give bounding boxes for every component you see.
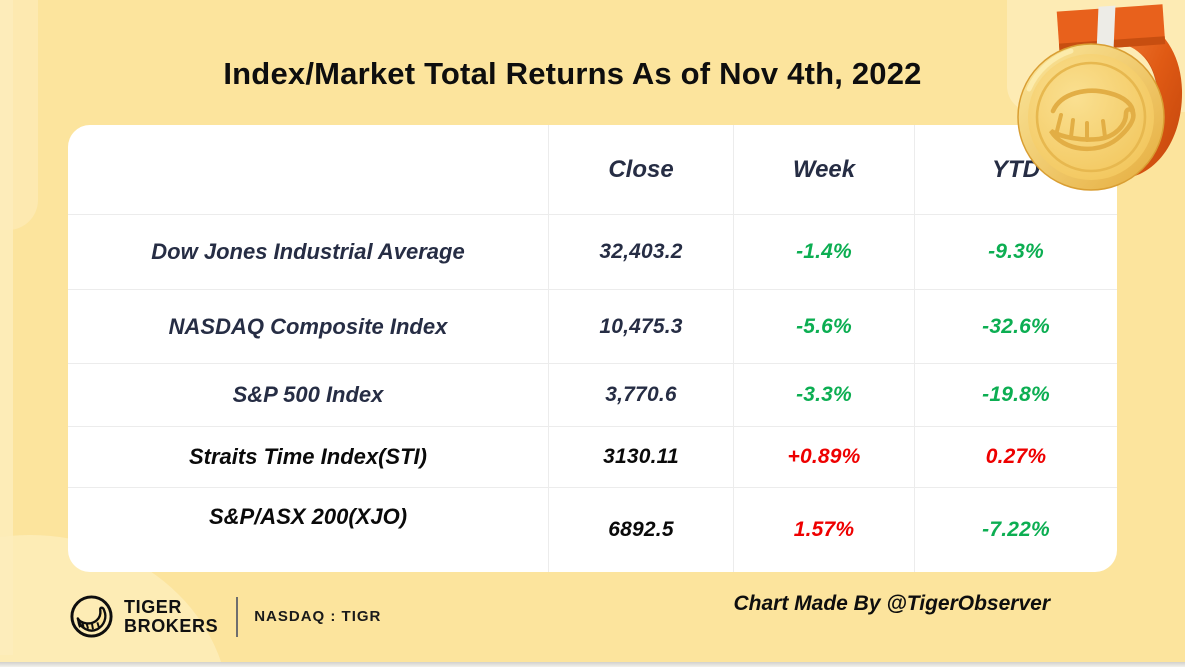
row-label-text: S&P/ASX 200(XJO) <box>208 504 408 529</box>
ytd-value: -9.3% <box>915 215 1117 290</box>
week-value: -5.6% <box>734 290 915 364</box>
row-label: NASDAQ Composite Index <box>68 290 549 364</box>
row-label: Straits Time Index(STI) <box>68 427 549 488</box>
week-value: -1.4% <box>734 215 915 290</box>
close-value: 3130.11 <box>549 427 734 488</box>
brand-line1: TIGER <box>124 596 183 617</box>
row-label: Dow Jones Industrial Average <box>68 215 549 290</box>
close-value: 10,475.3 <box>549 290 734 364</box>
footer-divider <box>236 596 239 637</box>
returns-table-card: Close Week YTD Dow Jones Industrial Aver… <box>68 125 1117 572</box>
table-corner-cell <box>68 125 549 215</box>
week-value: +0.89% <box>734 427 915 488</box>
brand-line2: BROKERS <box>124 615 219 636</box>
gold-medal-icon <box>1000 0 1185 210</box>
row-label: S&P/ASX 200(XJO) <box>68 488 549 572</box>
column-header-close: Close <box>549 125 734 215</box>
close-value: 32,403.2 <box>549 215 734 290</box>
ytd-value: 0.27% <box>915 427 1117 488</box>
week-value: -3.3% <box>734 364 915 427</box>
brand-name: TIGER BROKERS <box>124 596 219 636</box>
returns-table: Close Week YTD Dow Jones Industrial Aver… <box>68 125 1117 572</box>
tiger-tail-icon <box>70 595 113 638</box>
page-title: Index/Market Total Returns As of Nov 4th… <box>223 56 922 91</box>
bottom-edge-strip <box>0 662 1185 667</box>
ticker-label: NASDAQ : TIGR <box>254 608 382 625</box>
ytd-value: -7.22% <box>982 518 1050 541</box>
ytd-value: -19.8% <box>915 364 1117 427</box>
close-value: 3,770.6 <box>549 364 734 427</box>
background-accent-shape <box>0 0 38 230</box>
tiger-brokers-logo: TIGER BROKERS NASDAQ : TIGR <box>68 593 381 640</box>
column-header-week: Week <box>734 125 915 215</box>
week-value: 1.57% <box>734 488 915 572</box>
row-label: S&P 500 Index <box>68 364 549 427</box>
ytd-value: -32.6% <box>915 290 1117 364</box>
close-value: 6892.5 <box>549 488 734 572</box>
credit-text: Chart Made By @TigerObserver <box>733 592 1050 615</box>
